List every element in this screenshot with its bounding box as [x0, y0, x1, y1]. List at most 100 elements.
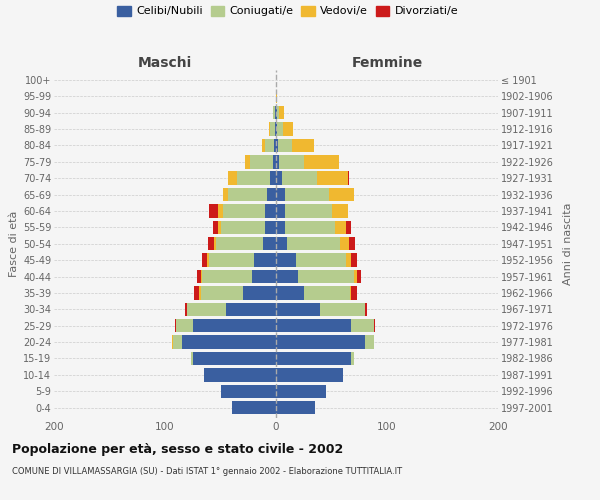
Bar [172, 336, 173, 349]
Bar [304, 155, 339, 168]
Legend: Celibi/Nubili, Coniugati/e, Vedovi/e, Divorziati/e: Celibi/Nubili, Coniugati/e, Vedovi/e, Di… [118, 6, 458, 16]
Bar [193, 319, 276, 332]
Bar [276, 188, 285, 202]
Bar [277, 122, 283, 136]
Bar [237, 172, 271, 185]
Bar [276, 336, 365, 349]
Bar [276, 122, 277, 136]
Text: Popolazione per età, sesso e stato civile - 2002: Popolazione per età, sesso e stato civil… [12, 442, 343, 456]
Bar [276, 286, 304, 300]
Bar [340, 237, 349, 250]
Bar [200, 286, 243, 300]
Bar [285, 188, 329, 202]
Text: Maschi: Maschi [138, 56, 192, 70]
Bar [285, 220, 335, 234]
Bar [275, 122, 276, 136]
Bar [226, 302, 276, 316]
Bar [365, 302, 367, 316]
Bar [276, 352, 352, 365]
Y-axis label: Fasce di età: Fasce di età [8, 210, 19, 277]
Bar [332, 204, 348, 218]
Bar [228, 188, 267, 202]
Bar [276, 401, 315, 414]
Bar [287, 237, 340, 250]
Bar [223, 204, 265, 218]
Bar [276, 220, 285, 234]
Bar [218, 204, 223, 218]
Bar [187, 302, 226, 316]
Bar [275, 106, 276, 120]
Bar [267, 188, 276, 202]
Bar [276, 319, 352, 332]
Bar [354, 270, 357, 283]
Y-axis label: Anni di nascita: Anni di nascita [563, 202, 572, 285]
Bar [193, 352, 276, 365]
Bar [276, 270, 298, 283]
Bar [243, 286, 276, 300]
Bar [346, 220, 352, 234]
Bar [276, 172, 281, 185]
Text: Femmine: Femmine [352, 56, 422, 70]
Bar [263, 237, 276, 250]
Bar [251, 270, 276, 283]
Bar [335, 220, 346, 234]
Bar [265, 204, 276, 218]
Bar [276, 254, 296, 267]
Bar [208, 237, 214, 250]
Bar [357, 270, 361, 283]
Bar [200, 270, 202, 283]
Text: COMUNE DI VILLAMASSARGIA (SU) - Dati ISTAT 1° gennaio 2002 - Elaborazione TUTTIT: COMUNE DI VILLAMASSARGIA (SU) - Dati IST… [12, 468, 402, 476]
Bar [278, 138, 292, 152]
Bar [269, 122, 271, 136]
Bar [276, 384, 326, 398]
Bar [280, 155, 304, 168]
Bar [271, 122, 275, 136]
Bar [254, 254, 276, 267]
Bar [276, 106, 277, 120]
Bar [346, 254, 352, 267]
Bar [202, 270, 251, 283]
Bar [265, 138, 274, 152]
Bar [272, 155, 276, 168]
Bar [304, 286, 350, 300]
Bar [276, 90, 277, 103]
Bar [374, 319, 375, 332]
Bar [216, 237, 263, 250]
Bar [276, 204, 285, 218]
Bar [350, 286, 352, 300]
Bar [276, 138, 278, 152]
Bar [296, 254, 346, 267]
Bar [274, 138, 276, 152]
Bar [285, 204, 332, 218]
Bar [204, 368, 276, 382]
Bar [272, 106, 275, 120]
Bar [283, 122, 293, 136]
Bar [221, 384, 276, 398]
Bar [209, 204, 218, 218]
Bar [298, 270, 354, 283]
Bar [245, 155, 250, 168]
Bar [197, 270, 200, 283]
Bar [209, 254, 254, 267]
Bar [348, 172, 349, 185]
Bar [352, 319, 374, 332]
Bar [277, 106, 280, 120]
Bar [276, 155, 280, 168]
Bar [182, 336, 276, 349]
Bar [276, 302, 320, 316]
Bar [191, 352, 193, 365]
Bar [292, 138, 314, 152]
Bar [176, 319, 193, 332]
Bar [352, 286, 357, 300]
Bar [202, 254, 207, 267]
Bar [250, 155, 272, 168]
Bar [228, 172, 237, 185]
Bar [218, 220, 221, 234]
Bar [214, 237, 216, 250]
Bar [262, 138, 265, 152]
Bar [320, 302, 365, 316]
Bar [271, 172, 276, 185]
Bar [317, 172, 348, 185]
Bar [175, 319, 176, 332]
Bar [349, 237, 355, 250]
